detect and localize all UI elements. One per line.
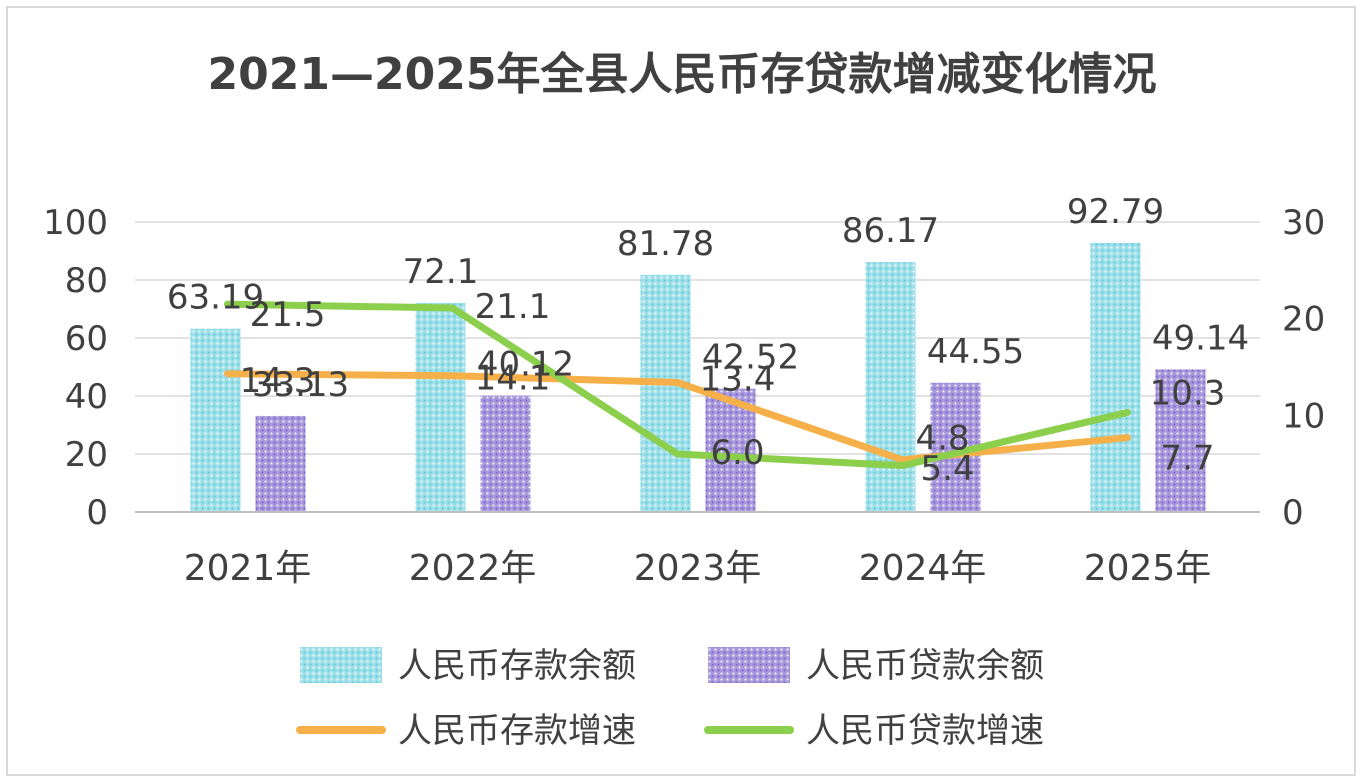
loan-growth-data-label: 21.1 xyxy=(475,287,551,327)
legend-swatch xyxy=(708,647,790,683)
legend-label: 人民币存款增速 xyxy=(398,711,636,751)
y-left-tick-label: 0 xyxy=(86,493,108,533)
loan-balance-data-label: 33.13 xyxy=(252,365,349,405)
x-tick-label: 2023年 xyxy=(634,548,762,589)
y-right-tick-label: 0 xyxy=(1282,493,1304,533)
legend-label: 人民币存款余额 xyxy=(398,646,636,686)
legend-label: 人民币贷款余额 xyxy=(806,646,1044,686)
deposit-balance-data-label: 63.19 xyxy=(167,278,264,318)
loan-growth-data-label: 21.5 xyxy=(250,295,326,335)
deposit-balance-data-label: 92.79 xyxy=(1067,192,1164,232)
loan-balance-bar xyxy=(480,395,531,512)
loan-growth-data-label: 10.3 xyxy=(1150,373,1226,413)
y-left-tick-label: 100 xyxy=(43,203,108,243)
loan-balance-data-label: 42.52 xyxy=(702,338,799,378)
deposit-growth-data-label: 14.3 xyxy=(240,361,316,401)
x-tick-label: 2025年 xyxy=(1084,548,1212,589)
x-tick-label: 2021年 xyxy=(184,548,312,589)
deposit-growth-line xyxy=(224,370,1131,464)
loan-growth-data-label: 6.0 xyxy=(710,433,764,473)
loan-growth-data-label: 4.8 xyxy=(915,419,969,459)
x-tick-label: 2022年 xyxy=(409,548,537,589)
deposit-balance-bar xyxy=(640,274,691,512)
deposit-growth-data-label: 14.1 xyxy=(475,359,551,399)
deposit-balance-bar xyxy=(1090,242,1141,512)
deposit-growth-data-label: 7.7 xyxy=(1160,439,1214,479)
y-left-tick-label: 80 xyxy=(65,261,108,301)
deposit-growth-data-label: 5.4 xyxy=(920,449,974,489)
loan-balance-data-label: 44.55 xyxy=(927,332,1024,372)
loan-balance-bar xyxy=(1155,369,1206,512)
loan-balance-data-label: 49.14 xyxy=(1152,318,1249,358)
deposit-balance-bar xyxy=(415,302,466,512)
chart-title: 2021—2025年全县人民币存贷款增减变化情况 xyxy=(207,49,1157,100)
deposit-balance-bar xyxy=(865,262,916,512)
legend-swatch xyxy=(300,647,382,683)
y-left-tick-label: 20 xyxy=(65,435,108,475)
loan-growth-line xyxy=(224,300,1131,470)
y-left-tick-label: 60 xyxy=(65,319,108,359)
y-right-tick-label: 20 xyxy=(1282,300,1325,340)
legend-label: 人民币贷款增速 xyxy=(806,711,1044,751)
deposit-growth-data-label: 13.4 xyxy=(700,359,776,399)
loan-balance-data-label: 40.12 xyxy=(477,345,574,385)
deposit-balance-data-label: 81.78 xyxy=(617,224,714,264)
deposit-balance-data-label: 86.17 xyxy=(842,211,939,251)
x-tick-label: 2024年 xyxy=(859,548,987,589)
deposit-balance-bar xyxy=(190,328,241,512)
y-right-tick-label: 10 xyxy=(1282,396,1325,436)
deposit-balance-data-label: 72.1 xyxy=(403,252,479,292)
y-left-tick-label: 40 xyxy=(65,377,108,417)
loan-balance-bar xyxy=(255,415,306,512)
y-right-tick-label: 30 xyxy=(1282,203,1325,243)
